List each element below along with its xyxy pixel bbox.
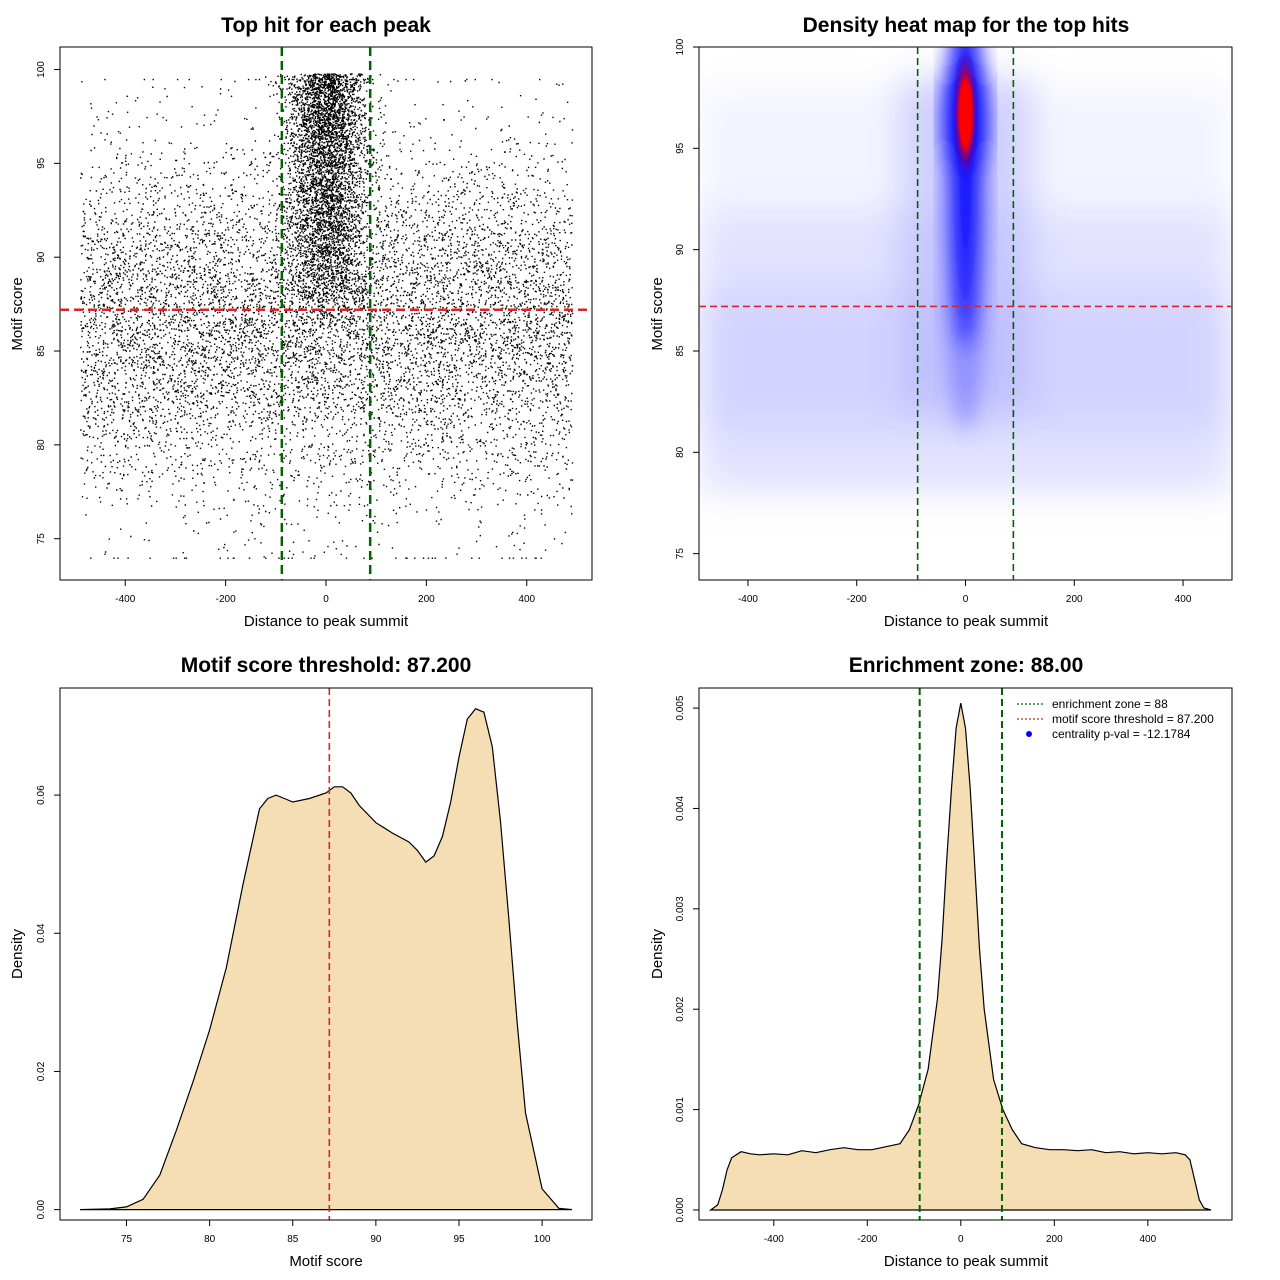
score-density-y-label: Density — [9, 928, 26, 979]
legend-key-centrality — [1026, 731, 1032, 737]
heatmap-y-axis: 75 80 85 90 95 100 — [675, 38, 699, 559]
x-tick-label: -200 — [847, 594, 867, 605]
x-tick-label: 200 — [1066, 594, 1083, 605]
y-tick-label: 0.001 — [675, 1097, 686, 1122]
scatter-reference-lines — [60, 47, 592, 580]
y-tick-label: 80 — [36, 439, 47, 451]
x-tick-label: -400 — [764, 1234, 784, 1245]
y-tick-label: 0.06 — [36, 785, 47, 805]
heatmap-x-label: Distance to peak summit — [884, 613, 1049, 630]
score-density-title: Motif score threshold: 87.200 — [181, 654, 472, 677]
x-tick-label: -200 — [857, 1234, 877, 1245]
heatmap-hotspot — [951, 47, 980, 183]
scatter-x-label: Distance to peak summit — [244, 613, 409, 630]
y-tick-label: 0.005 — [675, 695, 686, 720]
y-tick-label: 0.02 — [36, 1061, 47, 1081]
enrichment-title: Enrichment zone: 88.00 — [849, 654, 1084, 677]
x-tick-label: 0 — [963, 594, 969, 605]
enrichment-y-axis: 0.000 0.001 0.002 0.003 0.004 0.005 — [675, 695, 699, 1222]
score-density-plot-box — [59, 687, 593, 1221]
y-tick-label: 0.003 — [675, 896, 686, 921]
scatter-points — [80, 73, 574, 559]
y-tick-label: 90 — [675, 244, 686, 256]
scatter-title: Top hit for each peak — [221, 14, 431, 37]
x-tick-label: -200 — [216, 594, 236, 605]
y-tick-label: 0.000 — [675, 1197, 686, 1222]
y-tick-label: 75 — [36, 533, 47, 545]
x-tick-label: 80 — [204, 1234, 216, 1245]
y-tick-label: 90 — [36, 251, 47, 263]
x-tick-label: 90 — [370, 1234, 382, 1245]
x-tick-label: 0 — [958, 1234, 964, 1245]
heatmap-title: Density heat map for the top hits — [803, 14, 1130, 37]
y-tick-label: 100 — [675, 38, 686, 55]
y-tick-label: 0.004 — [675, 796, 686, 821]
y-tick-label: 75 — [675, 548, 686, 560]
score-x-axis: 75 80 85 90 95 100 — [121, 1220, 551, 1245]
score-density-x-label: Motif score — [289, 1253, 362, 1270]
enrichment-y-label: Density — [649, 928, 666, 979]
panel-enrichment: Enrichment zone: 88.00 -400 -200 0 200 400 0… — [649, 654, 1233, 1270]
x-tick-label: 400 — [518, 594, 535, 605]
x-tick-label: 400 — [1139, 1234, 1156, 1245]
y-tick-label: 0.00 — [36, 1199, 47, 1219]
panel-score-density: Motif score threshold: 87.200 75 80 85 90 95… — [9, 654, 593, 1270]
y-tick-label: 95 — [36, 157, 47, 169]
y-tick-label: 100 — [36, 61, 47, 78]
heatmap-x-axis: -400 -200 0 200 400 — [738, 580, 1192, 605]
legend-label-enrichment-zone: enrichment zone = 88 — [1052, 697, 1168, 711]
x-tick-label: 400 — [1175, 594, 1192, 605]
score-density-area — [79, 707, 573, 1211]
scatter-y-label: Motif score — [9, 277, 26, 350]
enrichment-plot-box — [698, 687, 1233, 1221]
x-tick-label: 200 — [418, 594, 435, 605]
y-tick-label: 95 — [675, 142, 686, 154]
y-tick-label: 85 — [675, 345, 686, 357]
enrichment-legend: enrichment zone = 88 motif score thresho… — [1017, 697, 1214, 741]
enrichment-x-axis: -400 -200 0 200 400 — [764, 1220, 1157, 1245]
panel-scatter: Top hit for each peak -400 -200 0 200 400 75… — [9, 14, 593, 630]
scatter-y-axis: 75 80 85 90 95 100 — [36, 61, 60, 545]
scatter-x-axis: -400 -200 0 200 400 — [115, 580, 536, 605]
x-tick-label: 0 — [323, 594, 329, 605]
enrichment-x-label: Distance to peak summit — [884, 1253, 1049, 1270]
x-tick-label: -400 — [115, 594, 135, 605]
x-tick-label: 95 — [453, 1234, 465, 1245]
legend-label-centrality: centrality p-val = -12.1784 — [1052, 727, 1191, 741]
x-tick-label: 200 — [1046, 1234, 1063, 1245]
enrichment-zone-lines — [918, 688, 1003, 1220]
y-tick-label: 80 — [675, 446, 686, 458]
x-tick-label: -400 — [738, 594, 758, 605]
y-tick-label: 0.04 — [36, 923, 47, 943]
y-tick-label: 0.002 — [675, 996, 686, 1021]
enrichment-density-area — [708, 702, 1212, 1211]
x-tick-label: 75 — [121, 1234, 133, 1245]
heatmap-reference-lines — [699, 47, 1232, 580]
x-tick-label: 85 — [287, 1234, 299, 1245]
heatmap-density — [699, 47, 1232, 580]
score-y-axis: 0.00 0.02 0.04 0.06 — [36, 785, 60, 1219]
scatter-point-cloud — [80, 73, 574, 559]
legend-label-motif-threshold: motif score threshold = 87.200 — [1052, 712, 1214, 726]
y-tick-label: 85 — [36, 345, 47, 357]
panel-heatmap: Density heat map for the top hits -400 -2… — [649, 14, 1233, 630]
heatmap-y-label: Motif score — [649, 277, 666, 350]
x-tick-label: 100 — [534, 1234, 551, 1245]
